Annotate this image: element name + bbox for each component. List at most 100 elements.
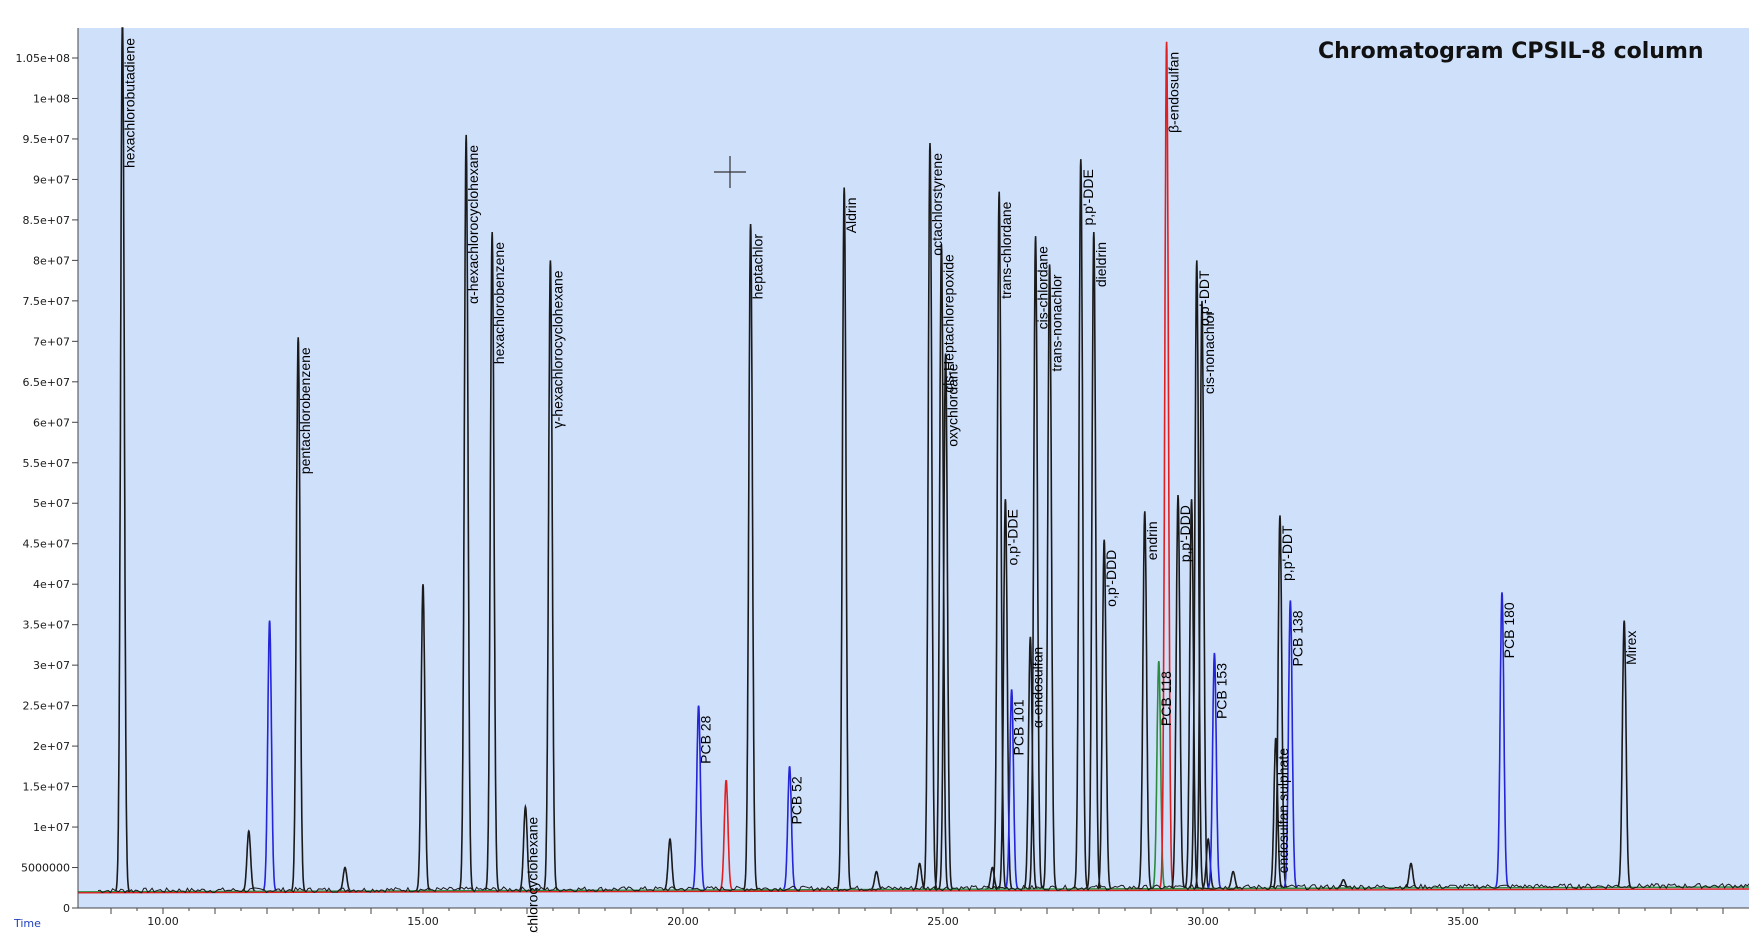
peak-label: pentachlorobenzene: [297, 347, 313, 474]
peak-9: [542, 260, 559, 891]
peak-13: [742, 223, 759, 891]
peak-label: PCB 101: [1011, 699, 1027, 755]
y-tick-label: 4.5e+07: [23, 538, 70, 551]
peak-label: dieldrin: [1093, 242, 1109, 287]
peak-label: p,p'-DDE: [1080, 169, 1096, 225]
y-tick-label: 7.5e+07: [23, 295, 70, 308]
peak-23: [997, 499, 1013, 890]
peak-2: [262, 620, 278, 893]
peak-label: β-endosulfan: [1166, 52, 1182, 133]
y-tick-label: 3.5e+07: [23, 619, 70, 632]
peak-0: [114, 27, 131, 892]
peak-label: PCB 153: [1213, 663, 1229, 719]
y-tick-label: 5000000: [21, 862, 70, 875]
peak-label: endosulfan sulphate: [1275, 748, 1291, 874]
peak-label: octachlorstyrene: [929, 153, 945, 256]
peak-label: oxychlordane: [945, 363, 961, 446]
x-tick-label: 30.00: [1187, 915, 1219, 928]
peak-label: trans-chlordane: [998, 201, 1014, 298]
y-tick-label: 6e+07: [33, 416, 70, 429]
y-tick-label: 2.5e+07: [23, 700, 70, 713]
y-tick-label: 4e+07: [33, 578, 70, 591]
peak-label: β-hexachlorocyclohexane: [524, 817, 540, 933]
peak-46: [1494, 592, 1510, 889]
peak-label: PCB 138: [1289, 610, 1305, 666]
peak-22: [991, 191, 1007, 890]
axes-layer: 0 5000000 1e+07 1.5e+07 2e+07 2.5e+07 3e+07 3.5…: [16, 28, 1749, 928]
chart-title: Chromatogram CPSIL-8 column: [1318, 39, 1704, 64]
x-axis-label: Time: [13, 917, 41, 930]
crosshair-cursor: [714, 156, 746, 188]
peak-29: [1086, 231, 1102, 890]
peak-label: cis-Heptachlorepoxide: [940, 254, 956, 393]
peak-7: [484, 231, 500, 892]
peak-27: [1041, 264, 1058, 890]
peak-label: hexachlorobenzene: [491, 242, 507, 364]
peak-30: [1096, 539, 1112, 890]
peak-33: [1158, 41, 1175, 890]
peak-label: o,p'-DDT: [1196, 270, 1212, 326]
peak-label: Mirex: [1623, 631, 1639, 665]
peak-label: PCB 180: [1501, 602, 1517, 658]
peak-label: Aldrin: [843, 198, 859, 234]
y-tick-label: 8e+07: [33, 254, 70, 267]
y-tick-label: 3e+07: [33, 659, 70, 672]
y-tick-label: 8.5e+07: [23, 214, 70, 227]
peak-8: [518, 803, 533, 892]
peak-19: [933, 244, 950, 890]
peak-11: [691, 705, 707, 891]
peak-25: [1022, 636, 1038, 890]
y-tick-label: 0: [63, 902, 70, 915]
peak-34: [1170, 495, 1186, 890]
y-tick-label: 1e+08: [33, 92, 70, 105]
peak-24: [1004, 689, 1019, 890]
x-tick-label: 15.00: [407, 915, 439, 928]
labels-layer: hexachlorobutadiene pentachlorobenzene α-h…: [121, 38, 1639, 933]
peak-label: trans-nonachlor: [1049, 274, 1065, 372]
y-tick-label: 2e+07: [33, 740, 70, 753]
peak-42: [1272, 515, 1288, 889]
peak-39: [1206, 652, 1222, 890]
peak-28: [1073, 159, 1089, 890]
y-tick-label: 5.5e+07: [23, 457, 70, 470]
x-tick-label: 25.00: [927, 915, 959, 928]
peak-label: p,p'-DDT: [1279, 525, 1295, 581]
x-tick-label: 20.00: [667, 915, 699, 928]
peaks-layer: [114, 27, 1632, 893]
peak-label: heptachlor: [750, 234, 766, 300]
y-tick-label: 7e+07: [33, 335, 70, 348]
peak-38: [1200, 837, 1216, 890]
y-tick-label: 9.5e+07: [23, 133, 70, 146]
peak-label: α-endosulfan: [1029, 647, 1045, 728]
peak-37: [1194, 300, 1210, 889]
x-tick-label: 10.00: [147, 915, 179, 928]
peak-label: endrin: [1144, 521, 1160, 560]
peak-36: [1188, 260, 1205, 889]
peak-12: [718, 779, 734, 891]
peak-31: [1137, 511, 1153, 890]
peak-label: α-hexachlorocyclohexane: [465, 145, 481, 304]
peak-20: [937, 353, 954, 890]
peak-label: PCB 52: [789, 776, 805, 824]
peak-32: [1151, 660, 1167, 890]
plot-area: [78, 28, 1749, 908]
peak-43: [1282, 600, 1298, 890]
peak-label: o,p'-DDE: [1004, 509, 1020, 565]
peak-label: PCB 118: [1158, 671, 1174, 726]
peak-label: γ-hexachlorocyclohexane: [549, 270, 565, 428]
peak-41: [1268, 737, 1284, 890]
peak-label: PCB 28: [698, 715, 714, 763]
peak-label: cis-chlordane: [1035, 246, 1051, 329]
peak-label: cis-nonachlor: [1201, 311, 1217, 395]
y-tick-label: 1.05e+08: [16, 52, 70, 65]
x-tick-label: 35.00: [1447, 915, 1479, 928]
peak-18: [922, 142, 938, 890]
peak-label: hexachlorobutadiene: [121, 38, 137, 168]
y-tick-label: 9e+07: [33, 173, 70, 186]
y-tick-label: 5e+07: [33, 497, 70, 510]
peak-15: [836, 187, 852, 891]
peak-26: [1027, 236, 1044, 890]
peak-5: [415, 584, 431, 892]
